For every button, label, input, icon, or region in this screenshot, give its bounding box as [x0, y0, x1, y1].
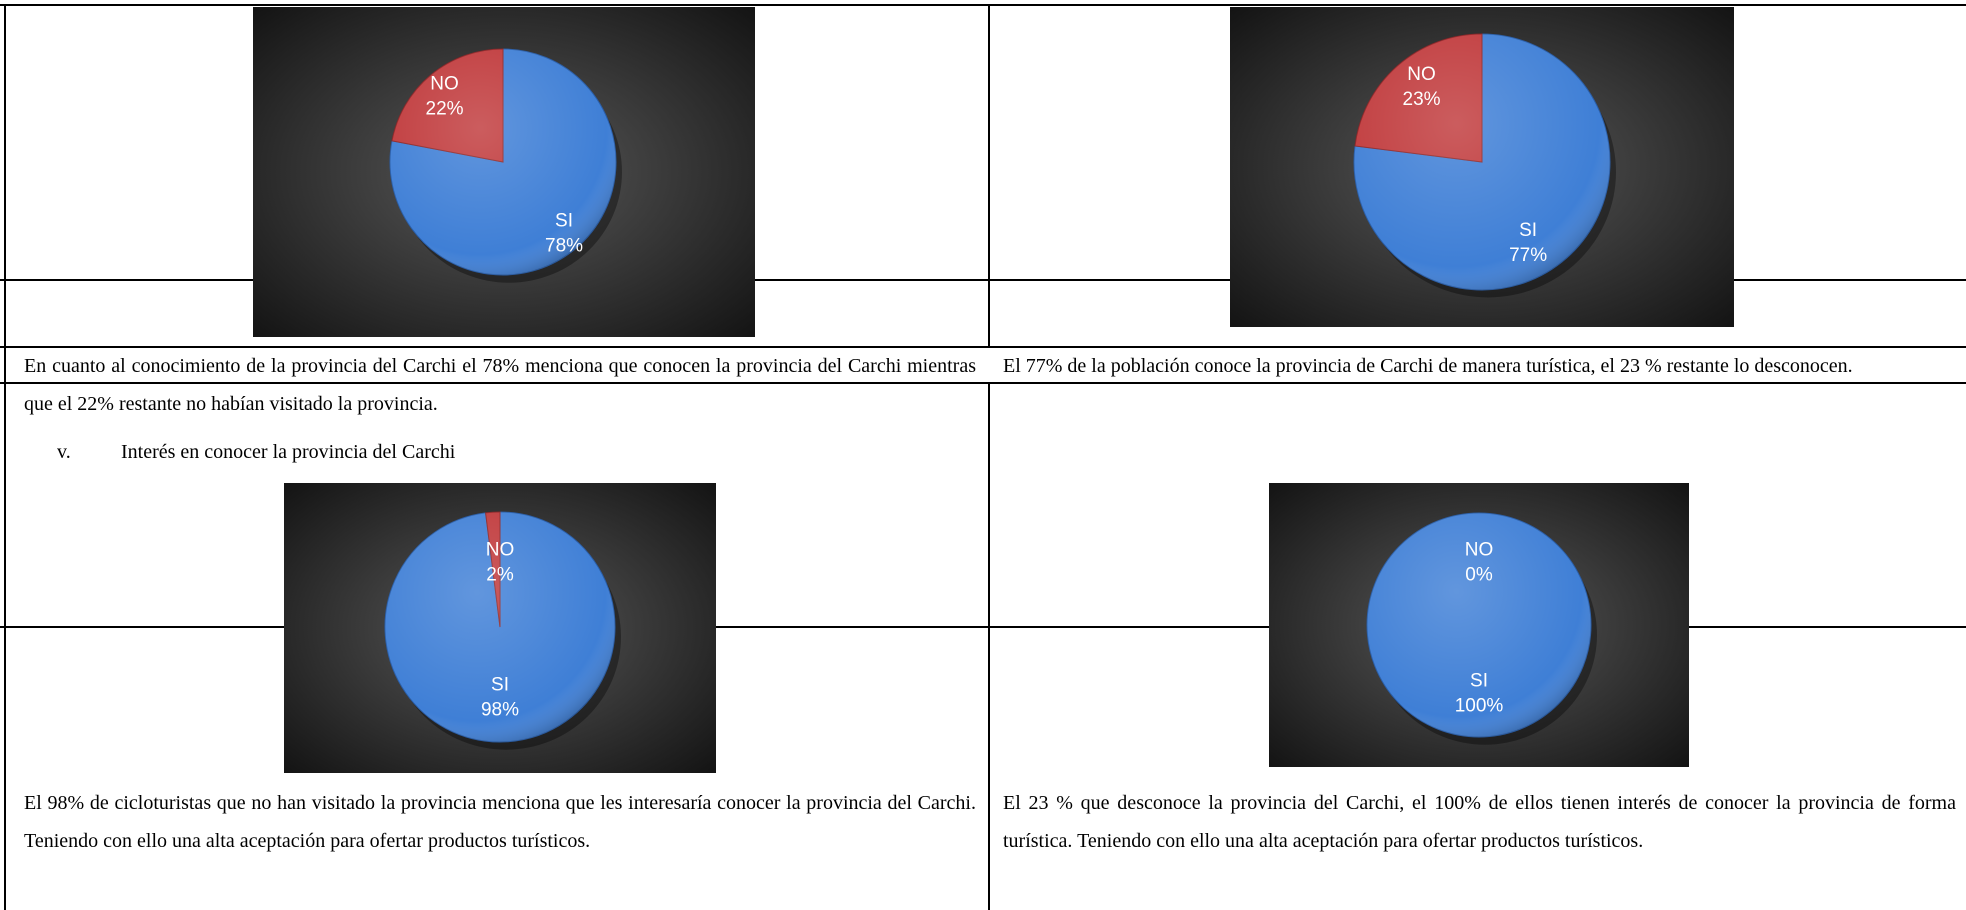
caption-interest-2: El 23 % que desconoce la provincia del C…: [1003, 792, 1956, 852]
pie-chart-svg: NO 22% SI 78%: [253, 7, 755, 337]
pie-label-no-value: 0%: [1465, 564, 1493, 585]
pie-label-no-value: 23%: [1403, 89, 1441, 110]
caption-knowledge-2: El 77% de la población conoce la provinc…: [1003, 355, 1853, 377]
pie-label-no-name: NO: [486, 540, 515, 561]
pie-highlight: [390, 49, 616, 275]
pie-label-si-value: 100%: [1455, 696, 1504, 717]
pie-label-si-name: SI: [491, 674, 509, 695]
table-border-left: [4, 4, 6, 910]
section-marker: v.: [57, 441, 71, 463]
caption-knowledge-1: En cuanto al conocimiento de la provinci…: [24, 355, 976, 415]
row-divider: [0, 626, 1966, 628]
pie-label-si-value: 78%: [545, 236, 583, 257]
pie-label-si-value: 77%: [1509, 245, 1547, 266]
pie-chart-svg: NO 2% SI 98%: [284, 483, 716, 773]
section-heading: Interés en conocer la provincia del Carc…: [121, 441, 456, 463]
caption-interest-1: El 98% de cicloturistas que no han visit…: [24, 792, 976, 852]
pie-label-no-name: NO: [1465, 539, 1494, 560]
pie-chart-svg: NO 23% SI 77%: [1230, 7, 1734, 327]
column-divider: [988, 382, 990, 910]
pie-chart-svg: NO 0% SI 100%: [1269, 483, 1689, 767]
pie-label-no-value: 2%: [486, 565, 514, 586]
row-divider: [0, 346, 1966, 348]
pie-highlight: [1354, 34, 1610, 290]
pie-highlight: [1367, 513, 1591, 737]
pie-label-si-name: SI: [555, 211, 573, 232]
column-divider: [988, 4, 990, 348]
pie-label-si-name: SI: [1470, 671, 1488, 692]
pie-label-no-name: NO: [1407, 64, 1436, 85]
row-divider: [0, 279, 1966, 281]
chart-interest-1: NO 2% SI 98%: [284, 483, 716, 773]
table-border-top: [0, 4, 1966, 6]
pie-label-si-value: 98%: [481, 699, 519, 720]
pie-label-no-value: 22%: [426, 98, 464, 119]
pie-label-si-name: SI: [1519, 220, 1537, 241]
pie-highlight: [385, 512, 615, 742]
chart-knowledge-1: NO 22% SI 78%: [253, 7, 755, 337]
chart-knowledge-2: NO 23% SI 77%: [1230, 7, 1734, 327]
row-divider: [0, 382, 1966, 384]
chart-interest-2: NO 0% SI 100%: [1269, 483, 1689, 767]
pie-label-no-name: NO: [430, 73, 459, 94]
